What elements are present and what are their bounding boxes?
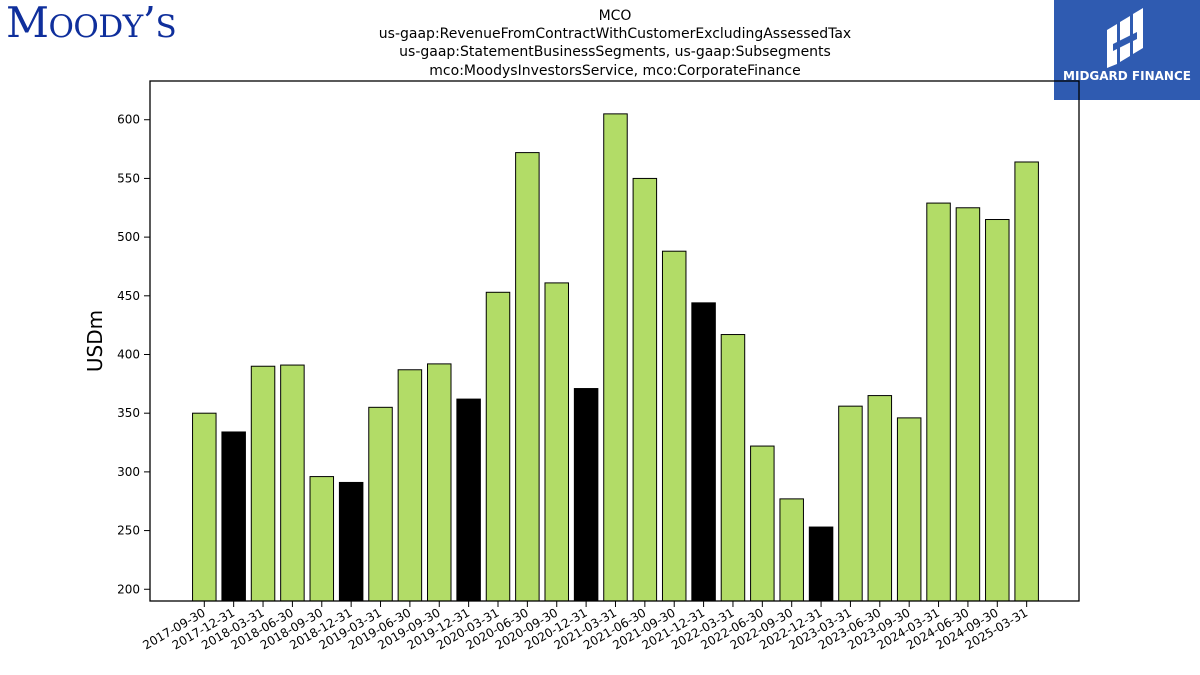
y-tick-label: 200 — [117, 582, 140, 596]
bar — [985, 219, 1010, 602]
y-tick-label: 350 — [117, 406, 140, 420]
y-tick-label: 300 — [117, 465, 140, 479]
bar — [808, 526, 834, 602]
chart-title-line: MCO — [598, 8, 632, 24]
y-tick-label: 450 — [117, 289, 140, 303]
bar — [1014, 161, 1039, 602]
bar — [896, 417, 922, 602]
y-tick-label: 550 — [117, 171, 140, 185]
bar — [515, 152, 540, 602]
y-tick-label: 600 — [117, 113, 140, 127]
bar — [338, 481, 364, 602]
bar — [632, 177, 658, 602]
bar — [720, 334, 746, 602]
midgard-mark-icon — [1107, 8, 1143, 68]
bar — [603, 113, 628, 602]
y-tick-label: 250 — [117, 524, 140, 538]
bar — [691, 302, 716, 602]
bar — [750, 445, 775, 602]
bar — [309, 476, 335, 602]
plot-frame — [149, 80, 1080, 602]
bar — [368, 406, 393, 602]
y-tick-label: 500 — [117, 230, 140, 244]
bar — [456, 398, 481, 602]
chart-title: MCO us-gaap:RevenueFromContractWithCusto… — [315, 7, 915, 80]
bar — [427, 363, 452, 602]
moodys-logo: MOODY’S — [6, 0, 177, 47]
bar — [779, 498, 804, 602]
y-tick-label: 400 — [117, 347, 140, 361]
bar — [544, 282, 569, 602]
bar — [397, 369, 423, 602]
bar — [867, 395, 893, 602]
bar — [192, 412, 217, 602]
bar — [280, 364, 305, 602]
bar — [838, 405, 863, 602]
bar — [955, 207, 981, 602]
bar — [485, 291, 511, 602]
chart-title-line: mco:MoodysInvestorsService, mco:Corporat… — [429, 62, 801, 79]
bar — [926, 202, 951, 602]
bar — [573, 388, 599, 602]
midgard-finance-logo: MIDGARD FINANCE — [1054, 0, 1200, 100]
chart-title-line: us-gaap:RevenueFromContractWithCustomerE… — [378, 26, 852, 43]
y-axis-label: USDm — [83, 310, 107, 372]
bar — [661, 250, 687, 602]
bar — [250, 365, 276, 602]
midgard-finance-label: MIDGARD FINANCE — [1063, 69, 1191, 83]
chart-title-line: us-gaap:StatementBusinessSegments, us-ga… — [399, 44, 831, 61]
bar — [221, 431, 246, 602]
